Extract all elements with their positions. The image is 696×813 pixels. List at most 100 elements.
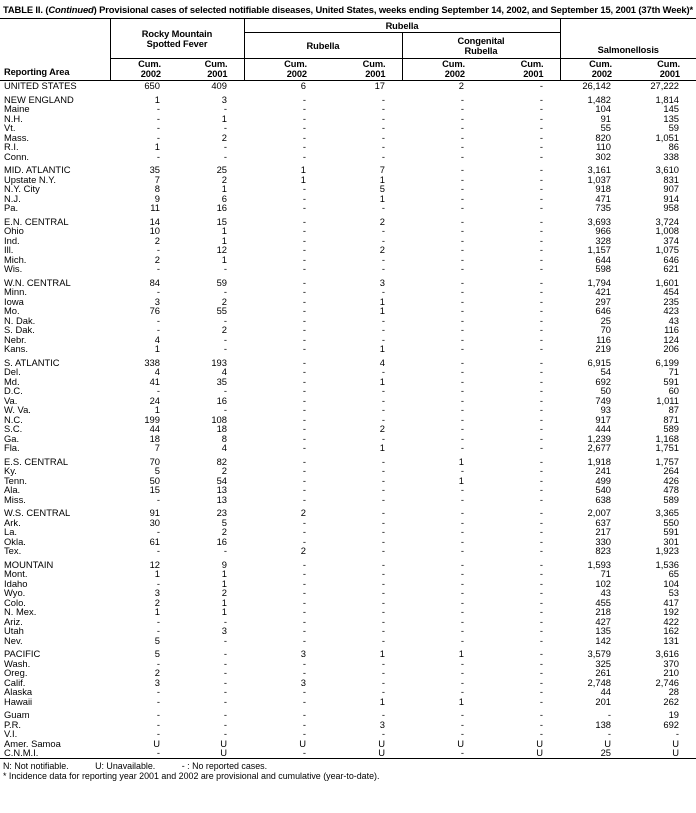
value-cell: - [460, 507, 464, 518]
value-cell: - [156, 747, 160, 758]
legend-not-notifiable: N: Not notifiable. [3, 760, 69, 771]
table-row: Va. 24 16 - - - - 749 1,011 [0, 395, 696, 406]
value-cell: - [381, 404, 385, 415]
value-cell: - [381, 507, 385, 518]
value-cell: 4 [154, 366, 160, 377]
value-cell: U [672, 737, 680, 749]
value-cell: 1,757 [655, 455, 680, 467]
value-cell: - [381, 526, 385, 537]
value-cell: - [381, 286, 385, 297]
value-cell: 26,142 [582, 80, 612, 91]
value-cell: 43 [668, 314, 680, 326]
value-cell: 10 [149, 225, 160, 236]
value-cell: - [460, 413, 464, 425]
reporting-area-cell: Okla. [4, 535, 26, 547]
value-cell: - [381, 253, 385, 265]
value-cell: 70 [149, 455, 160, 467]
reporting-area-cell: PACIFIC [4, 648, 41, 659]
value-cell: 330 [595, 535, 612, 547]
value-cell: - [539, 234, 544, 246]
reporting-area-cell: Del. [4, 366, 21, 377]
value-cell: 43 [600, 587, 612, 598]
value-cell: 1 [379, 343, 385, 354]
value-cell: 142 [595, 634, 612, 646]
value-cell: 217 [595, 526, 612, 537]
value-cell: - [381, 263, 385, 274]
value-cell: - [156, 122, 160, 133]
value-cell: 6,199 [655, 356, 680, 368]
value-cell: 116 [664, 324, 680, 335]
value-cell: - [156, 324, 160, 335]
value-cell: - [539, 324, 544, 335]
table-row: Ark. 30 5 - - - - 637 550 [0, 516, 696, 528]
value-cell: 1 [154, 343, 160, 354]
value-cell: 1,601 [655, 276, 680, 288]
value-cell: - [460, 305, 464, 316]
value-cell: 70 [600, 324, 612, 335]
value-cell: 27,222 [650, 80, 680, 91]
reporting-area-cell: Oreg. [4, 667, 28, 678]
value-cell: - [539, 577, 544, 589]
table-row: PACIFIC 5 - 3 1 1 - 3,579 3,616 [0, 649, 696, 659]
value-cell: 206 [663, 343, 680, 354]
value-cell: - [156, 112, 160, 124]
value-cell: - [460, 343, 464, 354]
value-cell: - [302, 112, 306, 124]
value-cell: U [672, 747, 680, 758]
value-cell: - [302, 493, 306, 505]
col-header-salmonellosis-2001: Cum. 2001 [628, 58, 696, 81]
value-cell: 4 [221, 442, 227, 453]
value-cell: - [302, 385, 306, 396]
table-row: Mo. 76 55 - 1 - - 646 423 [0, 306, 696, 316]
value-cell: - [156, 263, 160, 274]
value-cell: 338 [663, 150, 680, 162]
value-cell: - [539, 305, 544, 316]
value-cell: - [381, 103, 385, 114]
reporting-area-cell: W.S. CENTRAL [4, 507, 71, 518]
col-header-congenital-2001: Cum. 2001 [481, 58, 561, 81]
value-cell: - [223, 333, 227, 345]
value-cell: - [381, 366, 385, 377]
value-cell: - [302, 526, 306, 537]
value-cell: 621 [663, 263, 680, 274]
value-cell: - [460, 131, 464, 143]
value-cell: - [381, 577, 385, 589]
table-row: Calif. 3 - 3 - - - 2,748 2,746 [0, 677, 696, 688]
reporting-area-cell: E.N. CENTRAL [4, 215, 69, 227]
value-cell: 1 [154, 93, 160, 105]
value-cell: - [302, 516, 306, 528]
value-cell: 13 [216, 484, 227, 495]
value-cell: 2,677 [587, 442, 612, 453]
value-cell: - [381, 686, 385, 697]
value-cell: 44 [149, 423, 160, 434]
value-cell: - [302, 131, 306, 143]
reporting-area-cell: Kans. [4, 343, 28, 354]
value-cell: 25 [600, 747, 612, 758]
value-cell: - [381, 596, 385, 608]
value-cell: 831 [663, 173, 680, 185]
value-cell: - [381, 333, 385, 345]
value-cell: - [381, 141, 385, 152]
value-cell: - [460, 709, 464, 720]
value-cell: 192 [663, 606, 680, 617]
table-row: R.I. 1 - - - - - 110 86 [0, 142, 696, 152]
table-row: C.N.M.I. - U - U - U 25 U [0, 748, 696, 758]
value-cell: 12 [149, 558, 160, 570]
reporting-area-cell: Ohio [4, 225, 24, 236]
table-row: Alaska - - - - - - 44 28 [0, 687, 696, 697]
reporting-area-cell: S. ATLANTIC [4, 356, 60, 368]
value-cell: - [381, 112, 385, 124]
value-cell: 9 [154, 192, 160, 204]
value-cell: - [223, 150, 227, 162]
value-cell: 218 [595, 606, 612, 617]
table-row: Upstate N.Y. 7 2 1 1 - - 1,037 831 [0, 173, 696, 185]
value-cell: - [381, 225, 385, 236]
reporting-area-cell: Wash. [4, 657, 31, 669]
value-cell: - [223, 122, 227, 133]
value-cell: 1 [379, 375, 385, 387]
value-cell: 1 [154, 568, 160, 579]
value-cell: 25 [600, 314, 612, 326]
table-row: Pa. 11 16 - - - - 735 958 [0, 203, 696, 213]
reporting-area-cell: Tex. [4, 545, 22, 556]
value-cell: - [223, 404, 227, 415]
